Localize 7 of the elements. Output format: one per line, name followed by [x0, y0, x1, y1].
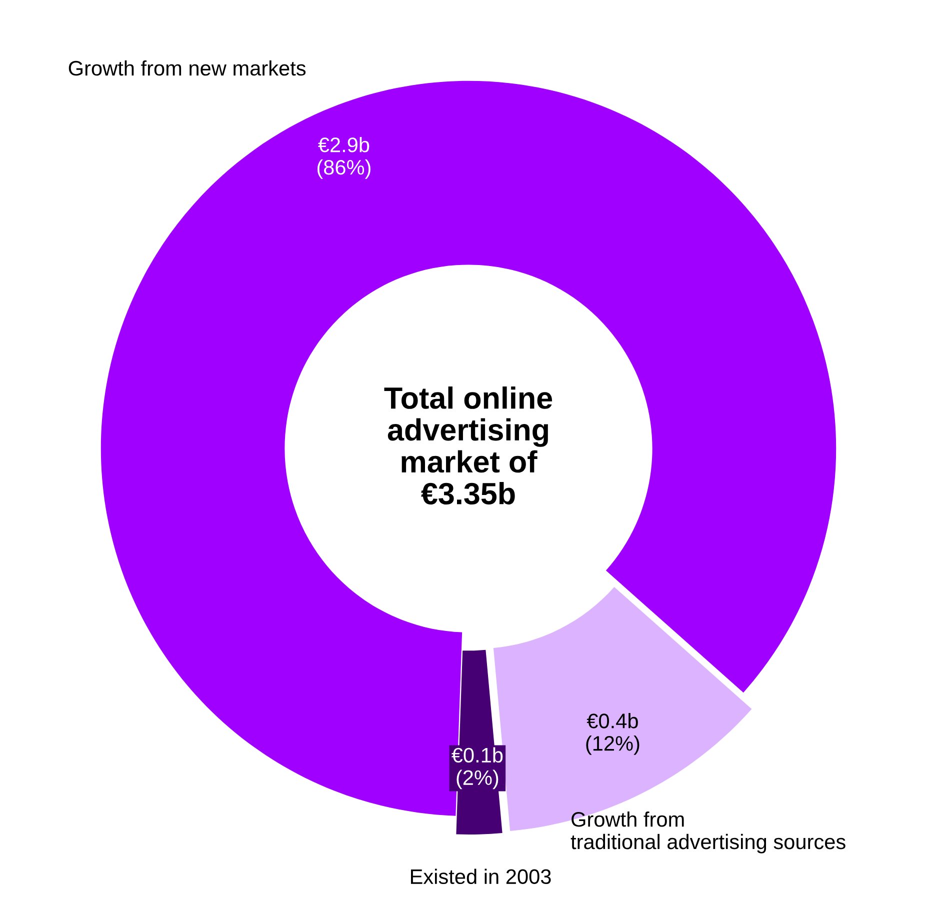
text: Total online advertising market of €3.35b: [384, 386, 552, 505]
slice-label: Existed in 2003: [410, 868, 551, 884]
data-label: €0.1b (2%): [452, 747, 503, 790]
slice-label: Growth from traditional advertising sources: [570, 811, 846, 854]
data-label: €2.9b (86%): [317, 136, 370, 179]
data-label: €0.4b (12%): [586, 713, 640, 755]
slice-label: Growth from new markets: [68, 60, 306, 76]
